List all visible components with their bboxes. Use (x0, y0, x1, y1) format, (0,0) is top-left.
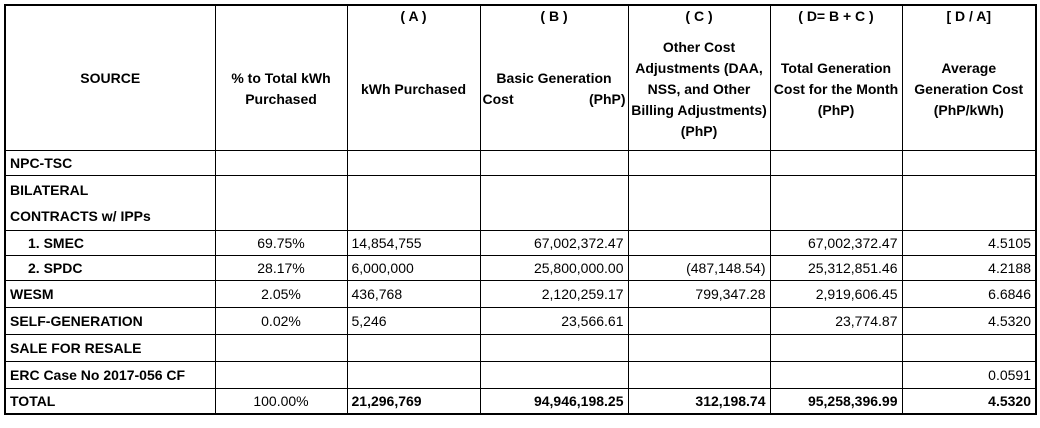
other-cell (627, 307, 771, 335)
total-cell: 23,774.87 (769, 307, 903, 335)
source-cell: TOTAL (4, 388, 216, 415)
table-row-smec: 1. SMEC 69.75% 14,854,755 67,002,372.47 … (4, 230, 1037, 256)
avg-cell: 4.5105 (901, 230, 1037, 256)
header-pct: % to Total kWh Purchased (214, 4, 348, 151)
kwh-cell (346, 334, 481, 362)
avg-cell: 4.5320 (901, 307, 1037, 335)
basic-cell: 67,002,372.47 (479, 230, 629, 256)
header-total-code: ( D= B + C ) (798, 8, 874, 24)
basic-cell: 94,946,198.25 (479, 388, 629, 415)
basic-cell (479, 150, 629, 176)
source-cell: 2. SPDC (4, 255, 216, 281)
pct-cell: 2.05% (214, 280, 348, 308)
total-cell (769, 334, 903, 362)
total-cell (769, 175, 903, 231)
basic-cell: 23,566.61 (479, 307, 629, 335)
pct-cell: 100.00% (214, 388, 348, 415)
header-basic-label-cost: Cost (482, 91, 514, 107)
avg-cell (901, 175, 1037, 231)
other-cell: (487,148.54) (627, 255, 771, 281)
header-avg-label: Average Generation Cost (PhP/kWh) (914, 59, 1024, 118)
header-basic-code: ( B ) (540, 8, 568, 24)
kwh-cell (346, 150, 481, 176)
kwh-cell: 21,296,769 (346, 388, 481, 415)
pct-cell: 0.02% (214, 307, 348, 335)
header-row: SOURCE % to Total kWh Purchased ( A ) kW… (4, 4, 1037, 151)
generation-cost-table: SOURCE % to Total kWh Purchased ( A ) kW… (4, 4, 1037, 415)
avg-cell: 4.5320 (901, 388, 1037, 415)
header-avg-code: [ D / A] (946, 8, 992, 24)
table-row-bilateral: BILATERAL CONTRACTS w/ IPPs (4, 175, 1037, 231)
header-pct-label: % to Total kWh Purchased (231, 70, 331, 107)
total-cell (769, 150, 903, 176)
total-cell: 25,312,851.46 (769, 255, 903, 281)
pct-cell (214, 334, 348, 362)
header-source: SOURCE (4, 4, 216, 151)
table-row-total: TOTAL 100.00% 21,296,769 94,946,198.25 3… (4, 388, 1037, 415)
avg-cell (901, 334, 1037, 362)
pct-cell (214, 361, 348, 389)
source-cell: BILATERAL CONTRACTS w/ IPPs (4, 175, 216, 231)
basic-cell (479, 334, 629, 362)
total-cell: 95,258,396.99 (769, 388, 903, 415)
header-other: ( C ) Other Cost Adjustments (DAA, NSS, … (627, 4, 771, 151)
header-source-label: SOURCE (80, 69, 141, 86)
kwh-cell (346, 361, 481, 389)
header-basic: ( B ) Basic Generation Cost (PhP) (479, 4, 629, 151)
header-kwh-code: ( A ) (400, 8, 427, 24)
table-row-self-generation: SELF-GENERATION 0.02% 5,246 23,566.61 23… (4, 307, 1037, 335)
kwh-cell: 6,000,000 (346, 255, 481, 281)
basic-cell (479, 175, 629, 231)
kwh-cell (346, 175, 481, 231)
avg-cell (901, 150, 1037, 176)
other-cell (627, 230, 771, 256)
kwh-cell: 14,854,755 (346, 230, 481, 256)
other-cell (627, 150, 771, 176)
table-row-erc-case: ERC Case No 2017-056 CF 0.0591 (4, 361, 1037, 389)
header-other-label: Other Cost Adjustments (DAA, NSS, and Ot… (631, 38, 767, 139)
total-cell (769, 361, 903, 389)
avg-cell: 4.2188 (901, 255, 1037, 281)
basic-cell: 25,800,000.00 (479, 255, 629, 281)
other-cell (627, 334, 771, 362)
source-cell: SELF-GENERATION (4, 307, 216, 335)
kwh-cell: 436,768 (346, 280, 481, 308)
pct-cell: 69.75% (214, 230, 348, 256)
source-cell: 1. SMEC (4, 230, 216, 256)
basic-cell (479, 361, 629, 389)
kwh-cell: 5,246 (346, 307, 481, 335)
header-kwh: ( A ) kWh Purchased (346, 4, 481, 151)
header-kwh-label: kWh Purchased (360, 80, 467, 97)
header-other-code: ( C ) (685, 8, 713, 24)
header-total-label: Total Generation Cost for the Month (PhP… (773, 59, 899, 118)
basic-cell: 2,120,259.17 (479, 280, 629, 308)
other-cell (627, 361, 771, 389)
source-bilateral-line2: CONTRACTS w/ IPPs (10, 208, 151, 224)
pct-cell: 28.17% (214, 255, 348, 281)
pct-cell (214, 175, 348, 231)
source-bilateral-line1: BILATERAL (10, 182, 89, 198)
header-avg: [ D / A] Average Generation Cost (PhP/kW… (901, 4, 1037, 151)
table-row-npc: NPC-TSC (4, 150, 1037, 176)
other-cell: 799,347.28 (627, 280, 771, 308)
total-cell: 67,002,372.47 (769, 230, 903, 256)
source-cell: NPC-TSC (4, 150, 216, 176)
table-row-spdc: 2. SPDC 28.17% 6,000,000 25,800,000.00 (… (4, 255, 1037, 281)
header-basic-label-unit: (PhP) (588, 91, 626, 107)
table-row-sale-for-resale: SALE FOR RESALE (4, 334, 1037, 362)
table-row-wesm: WESM 2.05% 436,768 2,120,259.17 799,347.… (4, 280, 1037, 308)
total-cell: 2,919,606.45 (769, 280, 903, 308)
avg-cell: 6.6846 (901, 280, 1037, 308)
header-basic-label-line1: Basic Generation (496, 70, 612, 86)
source-cell: ERC Case No 2017-056 CF (4, 361, 216, 389)
source-cell: WESM (4, 280, 216, 308)
avg-cell: 0.0591 (901, 361, 1037, 389)
source-cell: SALE FOR RESALE (4, 334, 216, 362)
other-cell: 312,198.74 (627, 388, 771, 415)
other-cell (627, 175, 771, 231)
header-total: ( D= B + C ) Total Generation Cost for t… (769, 4, 903, 151)
pct-cell (214, 150, 348, 176)
